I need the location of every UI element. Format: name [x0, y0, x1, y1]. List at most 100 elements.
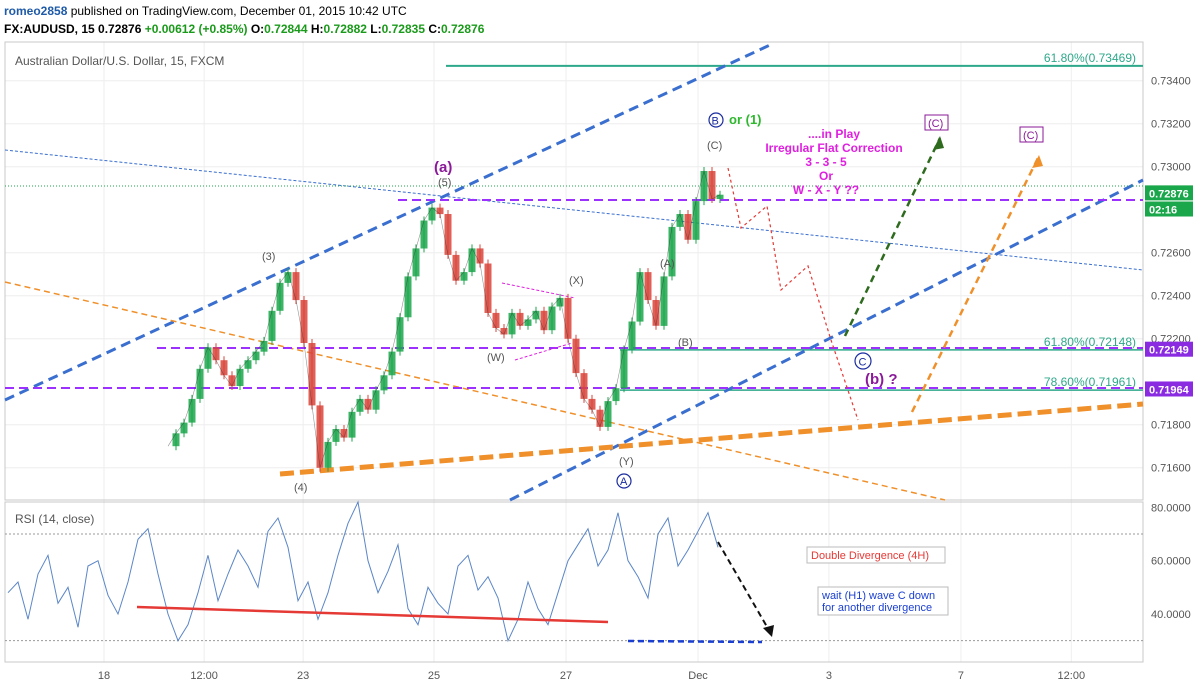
last-price: 0.72876 — [98, 22, 145, 36]
wave-label-3: (3) — [262, 251, 275, 263]
scenario-line-2: Irregular Flat Correction — [765, 141, 902, 155]
wave-label-B: (B) — [678, 337, 693, 349]
wave-label-A: (A) — [660, 258, 675, 270]
author-link[interactable]: romeo2858 — [4, 4, 68, 18]
price-tick-7: 0.71600 — [1151, 463, 1191, 475]
chart-header: romeo2858 published on TradingView.com, … — [0, 0, 1202, 38]
time-tick-7: 7 — [958, 670, 964, 682]
low-label: L: — [366, 22, 382, 36]
time-tick-3: 25 — [428, 670, 440, 682]
fib-label-1: 61.80%(0.72148) — [1044, 335, 1136, 349]
descending-trendline — [4, 149, 1144, 271]
green-arrow-head — [933, 136, 944, 150]
price-pane-frame — [4, 41, 1144, 501]
chart-canvas[interactable]: Australian Dollar/U.S. Dollar, 15, FXCM … — [0, 38, 1202, 692]
rsi-tick-1: 60.0000 — [1151, 556, 1191, 568]
ohlc-line: FX:AUDUSD, 15 0.72876 +0.00612 (+0.85%) … — [4, 22, 484, 36]
chart-title: Australian Dollar/U.S. Dollar, 15, FXCM — [15, 54, 224, 68]
price-change: +0.00612 (+0.85%) — [144, 22, 248, 36]
wave-label-circle-B: B — [712, 116, 719, 128]
price-badge-0 — [1145, 185, 1193, 201]
time-tick-4: 27 — [560, 670, 572, 682]
price-badge-label-1: 02:16 — [1149, 205, 1177, 217]
price-series — [167, 167, 724, 472]
rsi-pane-frame — [4, 501, 1144, 663]
publish-info: published on TradingView.com, December 0… — [67, 4, 407, 18]
price-badge-2 — [1145, 341, 1193, 357]
time-tick-2: 23 — [297, 670, 309, 682]
high-value: 0.72882 — [323, 22, 367, 36]
divergence-note: Double Divergence (4H) — [811, 550, 929, 562]
publish-line: romeo2858 published on TradingView.com, … — [4, 4, 407, 18]
rsi-pane — [5, 500, 1143, 644]
price-tick-0: 0.73400 — [1151, 76, 1191, 88]
time-tick-1: 12:00 — [190, 670, 218, 682]
wave-label-circle-A: A — [620, 476, 628, 488]
orange-support-line — [279, 401, 1144, 477]
orange-descending-line — [4, 281, 946, 501]
price-badge-1 — [1145, 201, 1193, 217]
price-badge-3 — [1145, 381, 1193, 397]
price-badge-label-2: 0.72149 — [1149, 345, 1189, 357]
divergence-box — [806, 546, 946, 564]
green-projection-arrow — [843, 137, 942, 337]
low-value: 0.72835 — [381, 22, 425, 36]
price-tick-1: 0.73200 — [1151, 119, 1191, 131]
price-tick-6: 0.71800 — [1151, 420, 1191, 432]
wave-label-circle-C: C — [859, 357, 867, 369]
fib-label-2: 78.60%(0.71961) — [1044, 375, 1136, 389]
wave-label-a-lower: (a) — [434, 159, 452, 176]
rsi-title: RSI (14, close) — [15, 512, 94, 526]
red-projection-path — [727, 167, 859, 421]
open-value: 0.72844 — [264, 22, 308, 36]
price-tick-2: 0.73000 — [1151, 162, 1191, 174]
close-value: 0.72876 — [441, 22, 485, 36]
channel-lower-line — [509, 178, 1144, 502]
price-badge-label-0: 0.72876 — [1149, 188, 1189, 200]
wave-label-5: (5) — [438, 177, 451, 189]
wait-note-1: wait (H1) wave C down — [821, 590, 935, 602]
circle-C-marker — [854, 352, 872, 370]
rsi-tick-2: 40.0000 — [1151, 609, 1191, 621]
rsi-line — [7, 500, 719, 643]
trendlines — [4, 43, 1144, 502]
wave-label-or-1: or (1) — [729, 112, 762, 127]
wait-box — [817, 586, 949, 616]
rsi-annotations: Double Divergence (4H) wait (H1) wave C … — [806, 546, 949, 616]
time-tick-0: 18 — [98, 670, 110, 682]
wave-label-Y: (Y) — [619, 456, 634, 468]
price-path — [167, 169, 721, 468]
grid — [5, 42, 1143, 662]
wave-label-W: (W) — [487, 352, 505, 364]
scenario-line-1: ....in Play — [808, 127, 860, 141]
scenario-line-4: Or — [819, 169, 833, 183]
wave-labels: (a) (5) (3) (4) (X) (W) (Y) (A) (B) (C) … — [262, 112, 1044, 494]
rsi-axis[interactable]: 80.0000 60.0000 40.0000 — [1151, 502, 1191, 621]
price-tick-3: 0.72600 — [1151, 248, 1191, 260]
circle-A-marker — [616, 473, 632, 489]
time-axis[interactable]: 18 12:00 23 25 27 Dec 3 7 12:00 — [98, 670, 1085, 682]
wave-box-C-orange — [1019, 126, 1044, 143]
wave-label-b-question: (b) ? — [865, 371, 897, 388]
price-tick-4: 0.72400 — [1151, 291, 1191, 303]
orange-arrow-head — [1032, 155, 1043, 168]
wave-label-C-orange: (C) — [1023, 130, 1038, 142]
price-axis[interactable]: 0.734000.732000.730000.726000.724000.722… — [1145, 76, 1193, 475]
scenario-line-3: 3 - 3 - 5 — [805, 155, 847, 169]
fibonacci-levels: 61.80%(0.73469) 61.80%(0.72148) 78.60%(0.7… — [446, 51, 1143, 391]
wave-label-X: (X) — [569, 275, 584, 287]
fib-label-0: 61.80%(0.73469) — [1044, 51, 1136, 65]
time-tick-8: 12:00 — [1058, 670, 1086, 682]
circle-B-marker — [708, 112, 724, 128]
projection-arrows — [717, 136, 1043, 637]
wave-box-C-green — [924, 114, 949, 131]
high-label: H: — [307, 22, 324, 36]
triangle-upper — [501, 282, 576, 299]
scenario-line-5: W - X - Y ?? — [793, 183, 859, 197]
rsi-tick-0: 80.0000 — [1151, 502, 1191, 514]
wait-note-2: for another divergence — [822, 602, 932, 614]
wave-label-C-green: (C) — [928, 118, 943, 130]
wave-label-C: (C) — [707, 140, 722, 152]
channel-upper-line — [4, 43, 771, 402]
open-label: O: — [247, 22, 265, 36]
